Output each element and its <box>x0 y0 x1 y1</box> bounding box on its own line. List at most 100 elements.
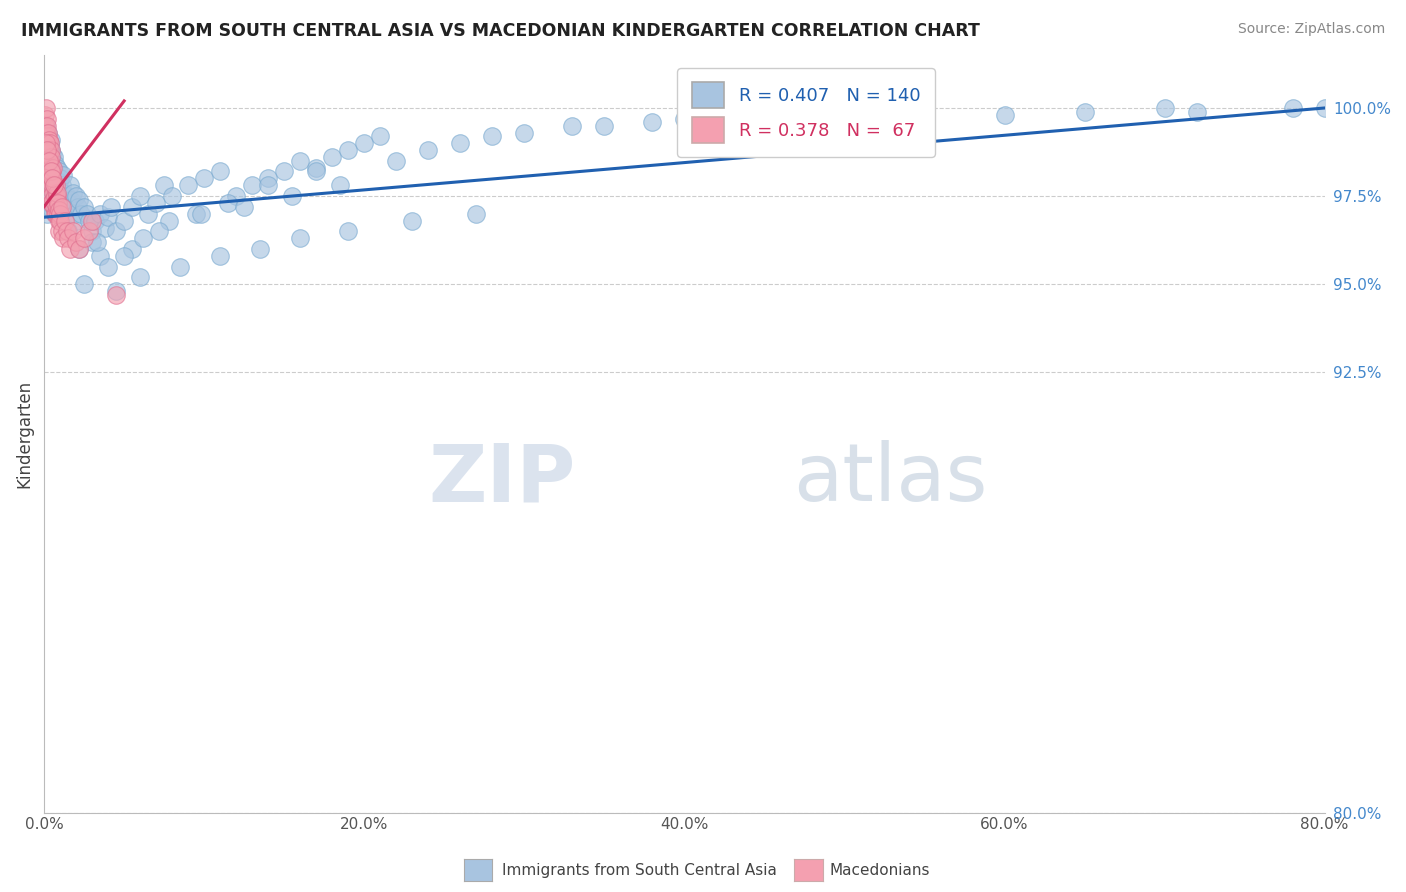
Point <box>44 171 66 186</box>
Point <box>84 213 107 227</box>
Point <box>34 143 56 157</box>
Point <box>1281 101 1303 115</box>
Point <box>42 175 65 189</box>
Point <box>112 249 135 263</box>
Point <box>401 213 423 227</box>
Point <box>44 196 66 211</box>
Point <box>39 133 62 147</box>
Point <box>169 260 191 274</box>
Point <box>42 178 65 193</box>
Point <box>105 224 128 238</box>
Point <box>67 242 90 256</box>
Point <box>70 207 93 221</box>
Point <box>41 171 63 186</box>
Point <box>39 193 62 207</box>
Point <box>38 143 60 157</box>
Point <box>39 150 62 164</box>
Point <box>513 126 536 140</box>
Point <box>41 146 63 161</box>
Point <box>86 235 108 249</box>
Point <box>993 108 1015 122</box>
Point <box>37 161 59 175</box>
Point <box>44 189 66 203</box>
Point <box>45 161 67 175</box>
Point <box>593 119 616 133</box>
Point <box>53 213 76 227</box>
Point <box>51 193 73 207</box>
Point <box>37 189 59 203</box>
Point <box>35 153 58 168</box>
Point <box>129 189 152 203</box>
Text: Macedonians: Macedonians <box>830 863 929 878</box>
Point <box>48 224 70 238</box>
Point <box>65 189 87 203</box>
Point <box>42 150 65 164</box>
Point <box>39 157 62 171</box>
Point <box>45 200 67 214</box>
Point <box>190 207 212 221</box>
Point <box>160 189 183 203</box>
Point <box>38 136 60 151</box>
Point <box>281 189 304 203</box>
Point <box>35 101 58 115</box>
Text: ZIP: ZIP <box>429 441 575 518</box>
Point <box>1073 104 1095 119</box>
Point <box>97 260 120 274</box>
Point <box>77 213 100 227</box>
Point <box>225 189 247 203</box>
Point <box>46 207 69 221</box>
Point <box>42 200 65 214</box>
Point <box>55 189 77 203</box>
Point <box>132 231 155 245</box>
Point <box>49 196 72 211</box>
Point <box>121 242 143 256</box>
Point <box>418 143 440 157</box>
Point <box>65 213 87 227</box>
Point <box>73 231 96 245</box>
Point <box>37 146 59 161</box>
Point <box>186 207 208 221</box>
Point <box>49 213 72 227</box>
Point <box>60 193 83 207</box>
Point <box>153 178 176 193</box>
Point <box>48 175 70 189</box>
Point <box>305 161 328 175</box>
Point <box>53 200 76 214</box>
Point <box>82 213 104 227</box>
Point <box>449 136 471 151</box>
Point <box>44 157 66 171</box>
Point <box>290 153 312 168</box>
Point <box>321 150 343 164</box>
Point <box>49 171 72 186</box>
Point <box>45 207 67 221</box>
Point <box>82 235 104 249</box>
Point <box>193 171 215 186</box>
Point <box>233 200 256 214</box>
Point <box>1313 101 1336 115</box>
Point <box>52 231 75 245</box>
Point <box>56 196 79 211</box>
Point <box>38 150 60 164</box>
Point <box>39 189 62 203</box>
Point <box>129 270 152 285</box>
Point <box>73 277 96 292</box>
Point <box>38 150 60 164</box>
Point <box>481 129 503 144</box>
Text: Immigrants from South Central Asia: Immigrants from South Central Asia <box>502 863 778 878</box>
Point <box>44 207 66 221</box>
Point <box>38 153 60 168</box>
Point <box>34 108 56 122</box>
Point <box>217 196 239 211</box>
Point <box>35 129 58 144</box>
Point <box>89 249 111 263</box>
Point <box>45 178 67 193</box>
Point <box>76 207 98 221</box>
Point <box>48 213 70 227</box>
Point <box>465 207 488 221</box>
Point <box>42 186 65 200</box>
Point <box>35 133 58 147</box>
Point <box>35 136 58 151</box>
Point <box>59 242 82 256</box>
Point <box>44 189 66 203</box>
Point <box>305 164 328 178</box>
